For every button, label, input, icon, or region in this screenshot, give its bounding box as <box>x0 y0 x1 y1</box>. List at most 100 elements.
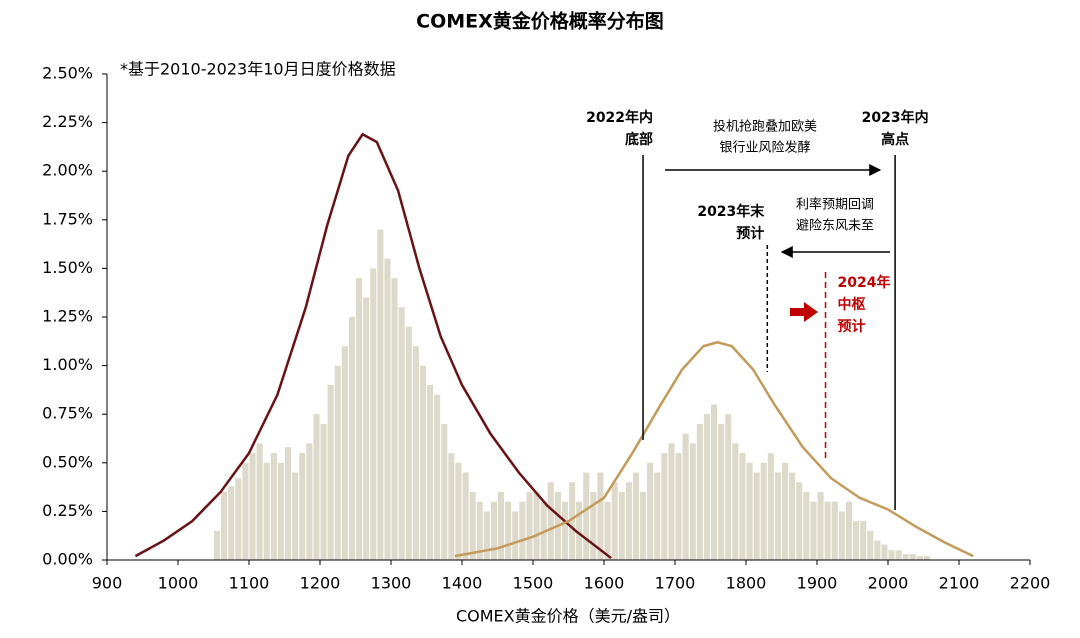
bar <box>462 472 469 560</box>
bar <box>881 544 888 560</box>
arrow-note: 银行业风险发酵 <box>719 140 810 156</box>
bar <box>867 530 874 560</box>
bar <box>625 482 632 560</box>
bar <box>412 346 419 560</box>
bar <box>831 501 838 560</box>
bar <box>796 482 803 560</box>
arrow-note: 投机抢跑叠加欧美 <box>713 119 817 135</box>
bar <box>746 462 753 560</box>
marker-label: 2024年 <box>838 274 891 291</box>
bar <box>363 297 370 560</box>
marker-label: 预计 <box>838 318 866 335</box>
bar <box>924 556 931 560</box>
x-tick-label: 900 <box>92 574 123 593</box>
bar <box>767 453 774 560</box>
bar <box>448 453 455 560</box>
marker-label: 2023年内 <box>862 109 929 126</box>
bar <box>391 278 398 560</box>
bar <box>597 472 604 560</box>
bar <box>292 472 299 560</box>
y-tick-label: 1.25% <box>42 307 93 326</box>
bar <box>782 462 789 560</box>
bar <box>668 443 675 560</box>
bar <box>739 453 746 560</box>
bar <box>590 491 597 560</box>
bar <box>895 550 902 560</box>
marker-label: 2023年末 <box>697 203 765 220</box>
bar <box>299 453 306 560</box>
y-tick-label: 0.25% <box>42 501 93 520</box>
bar <box>661 453 668 560</box>
bar <box>803 491 810 560</box>
y-tick-label: 1.00% <box>42 355 93 374</box>
red-arrow <box>790 302 818 322</box>
bar <box>689 443 696 560</box>
bar <box>696 423 703 560</box>
bar <box>576 501 583 560</box>
chart-subtitle: *基于2010-2023年10月日度价格数据 <box>120 60 396 79</box>
bar <box>476 501 483 560</box>
bar <box>810 501 817 560</box>
bar <box>888 550 895 560</box>
bar <box>483 511 490 560</box>
bar <box>526 491 533 560</box>
bar <box>405 326 412 560</box>
bar <box>774 472 781 560</box>
bar <box>469 491 476 560</box>
bar <box>498 491 505 560</box>
x-tick-label: 1700 <box>655 574 696 593</box>
bar <box>214 530 221 560</box>
x-tick-label: 1400 <box>442 574 483 593</box>
bar <box>277 462 284 560</box>
bar <box>341 346 348 560</box>
bar <box>235 478 242 560</box>
bar <box>583 472 590 560</box>
marker-label: 底部 <box>625 131 653 148</box>
x-axis-label: COMEX黄金价格（美元/盎司） <box>456 607 680 626</box>
bar <box>455 462 462 560</box>
y-tick-label: 0.50% <box>42 452 93 471</box>
y-tick-label: 2.00% <box>42 161 93 180</box>
bar <box>377 229 384 560</box>
chart-title: COMEX黄金价格概率分布图 <box>416 10 664 33</box>
bar <box>242 462 249 560</box>
bar <box>398 307 405 560</box>
bar <box>228 486 235 560</box>
bar <box>370 268 377 560</box>
bar <box>853 521 860 560</box>
bar <box>285 447 292 560</box>
marker-label: 中枢 <box>838 296 866 313</box>
bar <box>334 365 341 560</box>
bar <box>824 501 831 560</box>
bar <box>356 278 363 560</box>
y-tick-label: 1.50% <box>42 258 93 277</box>
x-tick-label: 1200 <box>300 574 341 593</box>
bar <box>533 491 540 560</box>
y-tick-label: 1.75% <box>42 209 93 228</box>
bar <box>561 501 568 560</box>
density-curve <box>134 132 612 560</box>
x-tick-label: 1900 <box>797 574 838 593</box>
bar <box>348 317 355 560</box>
bar <box>618 491 625 560</box>
bar <box>654 472 661 560</box>
bar <box>512 511 519 560</box>
bar <box>909 554 916 560</box>
bar <box>718 423 725 560</box>
bar <box>611 482 618 560</box>
bar <box>732 443 739 560</box>
marker-label: 预计 <box>736 225 764 242</box>
bar <box>384 258 391 560</box>
bar <box>711 404 718 560</box>
bar <box>845 501 852 560</box>
bar <box>725 414 732 560</box>
bar <box>916 556 923 560</box>
x-tick-label: 2100 <box>939 574 980 593</box>
marker-label: 2022年内 <box>586 109 653 126</box>
bar <box>817 491 824 560</box>
y-tick-label: 0.75% <box>42 404 93 423</box>
bar <box>682 433 689 560</box>
bar <box>647 462 654 560</box>
y-tick-label: 2.25% <box>42 112 93 131</box>
